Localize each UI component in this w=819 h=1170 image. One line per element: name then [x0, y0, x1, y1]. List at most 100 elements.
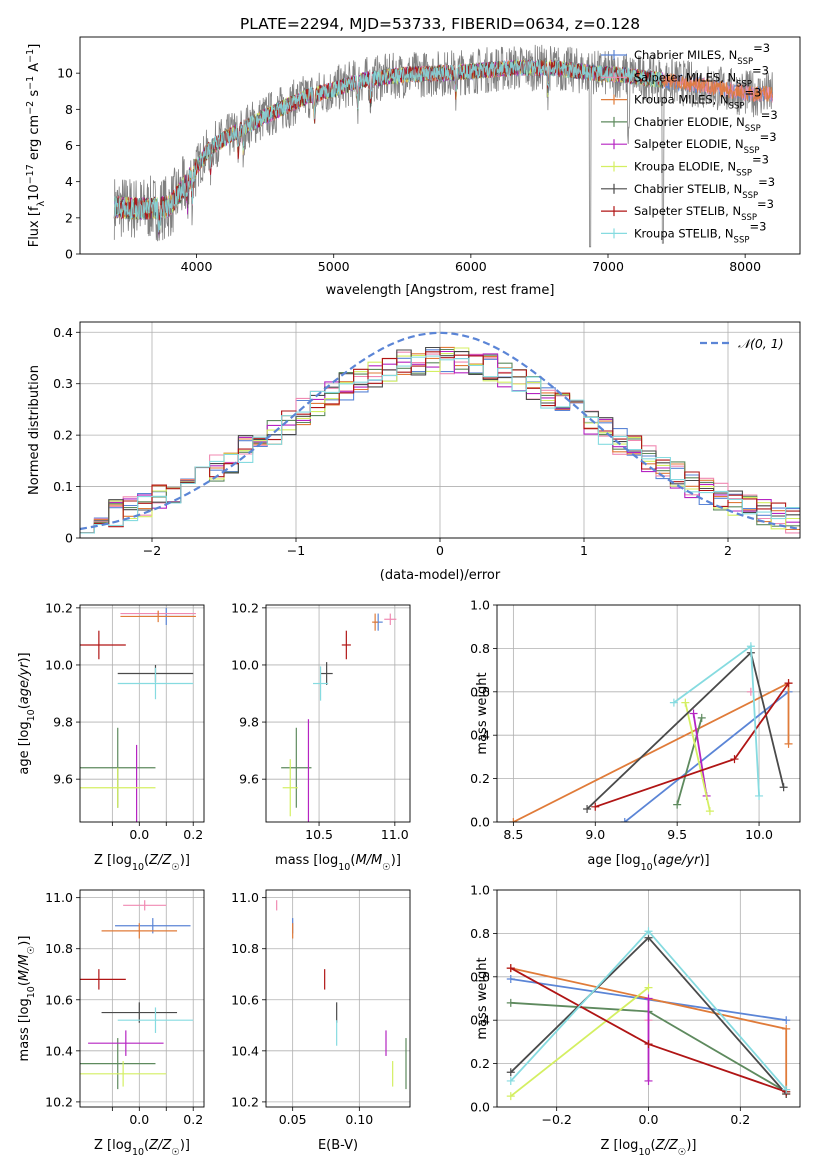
- errorbar-kroupa-miles: [120, 610, 196, 623]
- errorbar-salpeter-miles: [384, 613, 397, 625]
- figure-title: PLATE=2294, MJD=53733, FIBERID=0634, z=0…: [240, 15, 640, 33]
- x-tick-label: 1: [580, 543, 588, 558]
- y-tick-label: 9.8: [239, 715, 259, 730]
- series-point: [779, 783, 788, 792]
- y-tick-label: 0.4: [470, 728, 490, 743]
- y-tick-label: 9.8: [53, 715, 73, 730]
- x-tick-label: 9.0: [585, 827, 605, 842]
- axes-frame: [496, 889, 801, 1108]
- series-point: [669, 698, 678, 707]
- errorbar-chabrier-elodie: [281, 727, 312, 808]
- errorbar-kroupa-stelib: [117, 667, 194, 700]
- series-point: [506, 998, 515, 1007]
- series-point: [509, 818, 518, 822]
- x-tick-label: 8000: [729, 259, 761, 274]
- legend-entry: Salpeter ELODIE, NSSP=3: [634, 130, 777, 156]
- plot-area-spectrum: [113, 44, 773, 248]
- series-chabrier-stelib: [583, 648, 788, 813]
- x-tick-label: 0.2: [183, 1112, 203, 1127]
- y-tick-label: 10.2: [231, 600, 259, 615]
- x-tick-label: 8.5: [503, 827, 523, 842]
- y-tick-label: 10.2: [45, 1094, 73, 1109]
- series-point: [644, 1040, 653, 1049]
- x-axis-label: Z [log10(Z/Z☉)]: [94, 1138, 190, 1158]
- axes-weight_vs_age: 8.5 9.0 9.5 10.0 0.0 0.2 0.4 0.6 0.8 1.0 age [log1…: [470, 598, 801, 873]
- x-tick-label: 6000: [455, 259, 487, 274]
- plot-area-age_vs_mass: [281, 613, 397, 822]
- y-tick-label: 10.6: [231, 992, 259, 1007]
- y-tick-label: 1.0: [470, 883, 490, 898]
- x-tick-label: 0.0: [639, 1112, 659, 1127]
- series-point: [506, 964, 515, 973]
- x-tick-label: 9.5: [667, 827, 687, 842]
- y-tick-label: 0.2: [53, 428, 73, 443]
- errorbar-kroupa-miles: [101, 923, 178, 939]
- y-axis-label: mass [log10(M/M☉)]: [17, 936, 37, 1062]
- axes-age_vs_Z: 0.0 0.2 9.6 9.8 10.0 10.2 Z [log10(Z/Z☉)] age […: [17, 600, 205, 873]
- series-point: [591, 802, 600, 811]
- histogram-step: [80, 355, 800, 534]
- y-axis-label: mass weight: [475, 957, 490, 1039]
- y-tick-label: 0.0: [470, 815, 490, 830]
- spectrum-model-line: [113, 59, 664, 233]
- x-tick-label: 2: [724, 543, 732, 558]
- legend-entry: Chabrier STELIB, NSSP=3: [634, 175, 775, 201]
- errorbar-salpeter-stelib: [80, 630, 126, 660]
- y-tick-label: 1.0: [470, 598, 490, 613]
- series-point: [681, 698, 690, 707]
- x-axis-label: (data-model)/error: [380, 568, 501, 583]
- series-point: [506, 1092, 515, 1101]
- series-point: [506, 1076, 515, 1085]
- y-tick-label: 0.2: [470, 1056, 490, 1071]
- y-tick-label: 10.2: [231, 1094, 259, 1109]
- x-axis-label: Z [log10(Z/Z☉)]: [600, 1138, 696, 1158]
- y-tick-label: 10.0: [45, 657, 73, 672]
- axes-residuals: −2 −1 0 1 2 0 0.1 0.2 0.3 0.4 𝒩(0, 1) (data-model)/…: [27, 321, 801, 583]
- series-kroupa-stelib: [669, 642, 764, 800]
- errorbar-kroupa-miles: [372, 613, 379, 631]
- legend-entry: Salpeter STELIB, NSSP=3: [634, 197, 774, 223]
- x-tick-label: 0.2: [183, 827, 203, 842]
- errorbar-salpeter-stelib: [341, 630, 351, 660]
- series-point: [755, 791, 764, 800]
- y-tick-label: 9.6: [239, 772, 259, 787]
- series-point: [673, 800, 682, 809]
- series-point: [506, 1068, 515, 1077]
- series-point: [689, 709, 698, 718]
- series-point: [705, 807, 714, 816]
- axes-frame: [496, 604, 801, 823]
- axes-weight_vs_Z: −0.2 0.0 0.2 0.0 0.2 0.4 0.6 0.8 1.0 Z [log10(Z/Z…: [470, 883, 801, 1158]
- errorbar-kroupa-elodie: [282, 759, 298, 817]
- y-tick-label: 10.8: [231, 941, 259, 956]
- series-point: [644, 927, 653, 936]
- x-tick-label: 10.5: [305, 827, 333, 842]
- axes-spectrum: 4000 5000 6000 7000 8000 0 2 4 6 8 10 Chabrier MILE…: [25, 36, 801, 298]
- y-tick-label: 0: [65, 531, 73, 546]
- x-axis-label: age [log10(age/yr)]: [587, 853, 709, 873]
- series-point: [697, 713, 706, 722]
- y-tick-label: 10.0: [231, 657, 259, 672]
- series-salpeter-stelib: [591, 679, 793, 811]
- x-tick-label: 4000: [181, 259, 213, 274]
- normal-curve: [80, 331, 800, 531]
- legend-entry: 𝒩(0, 1): [738, 336, 784, 351]
- x-tick-label: 10.0: [745, 827, 773, 842]
- x-tick-label: 0.0: [129, 1112, 149, 1127]
- errorbar-chabrier-stelib: [101, 1002, 178, 1023]
- series-point: [782, 1016, 791, 1025]
- y-tick-label: 0.4: [53, 325, 73, 340]
- y-tick-label: 2: [65, 210, 73, 225]
- errorbar-kroupa-elodie: [80, 1061, 167, 1087]
- errorbar-chabrier-elodie: [80, 1038, 156, 1090]
- axes-mass_vs_ebv: 0.05 0.10 10.2 10.4 10.6 10.8 11.0 E(B-V): [231, 889, 411, 1153]
- y-tick-label: 6: [65, 138, 73, 153]
- y-tick-label: 0.6: [470, 969, 490, 984]
- series-point: [583, 804, 592, 813]
- series-chabrier-elodie: [673, 713, 706, 809]
- axes-mass_vs_Z: 0.0 0.2 10.2 10.4 10.6 10.8 11.0 Z [log10(Z/Z☉)…: [17, 889, 205, 1158]
- y-tick-label: 10: [57, 66, 73, 81]
- series-point: [782, 1085, 791, 1094]
- y-tick-label: 10.2: [45, 600, 73, 615]
- y-tick-label: 10.6: [45, 992, 73, 1007]
- series-line: [692, 713, 708, 797]
